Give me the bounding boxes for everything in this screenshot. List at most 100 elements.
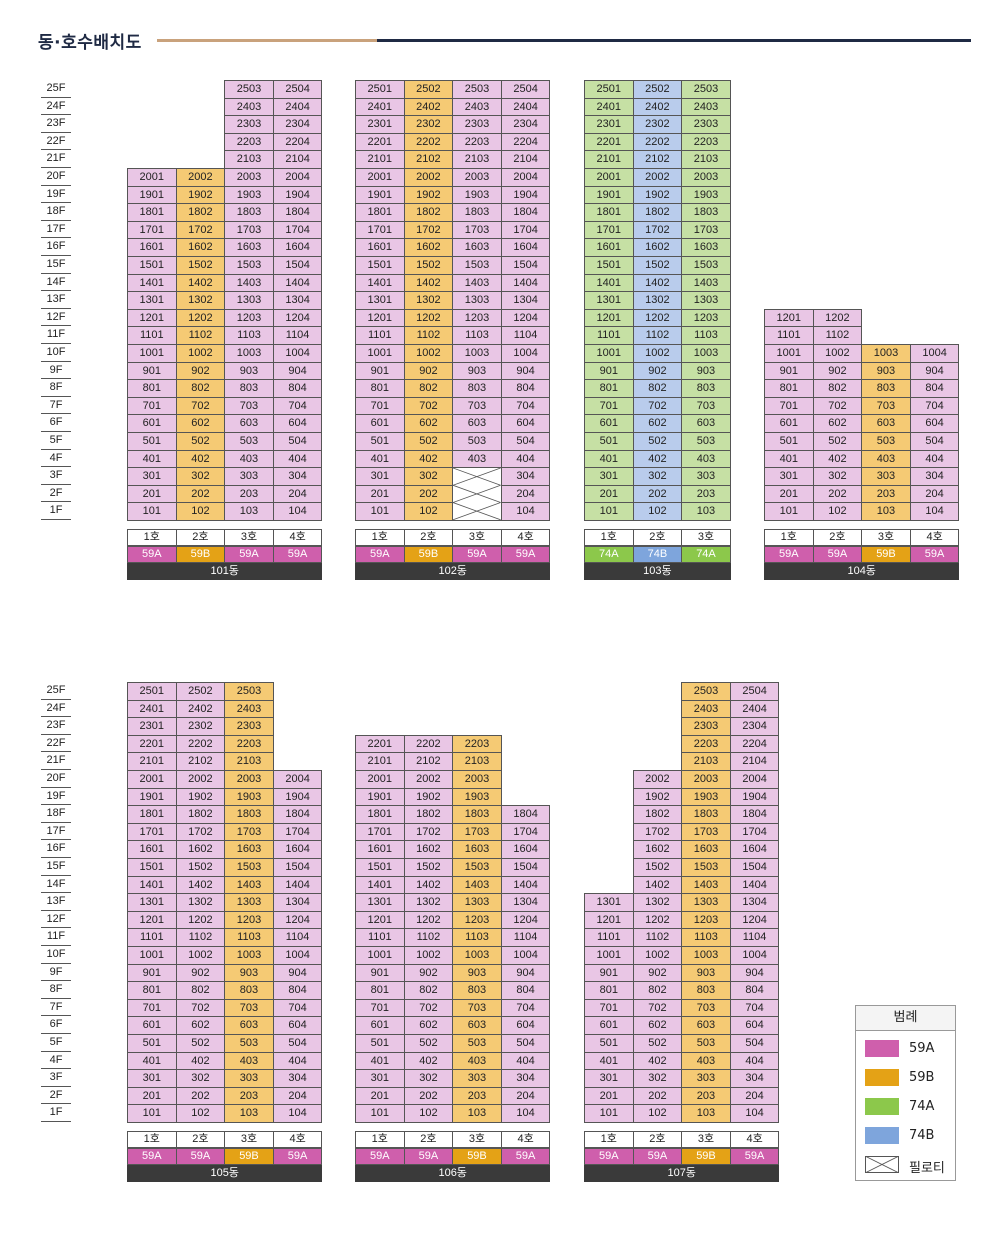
unit-cell[interactable]: 202 — [403, 1086, 454, 1106]
unit-cell[interactable]: 104 — [272, 1104, 323, 1123]
unit-cell[interactable]: 2001 — [355, 168, 405, 187]
unit-cell[interactable]: 102 — [632, 502, 683, 521]
unit-cell[interactable]: 1402 — [175, 875, 226, 895]
unit-cell[interactable]: 1202 — [403, 910, 454, 930]
unit-cell[interactable]: 304 — [272, 1069, 323, 1088]
unit-cell[interactable]: 902 — [403, 361, 454, 381]
unit-cell[interactable]: 2401 — [127, 699, 177, 719]
unit-cell[interactable]: 1301 — [355, 291, 405, 310]
unit-cell[interactable]: 2303 — [452, 115, 502, 134]
unit-cell[interactable]: 1704 — [272, 822, 323, 842]
unit-cell[interactable]: 1802 — [175, 203, 226, 222]
unit-cell[interactable]: 203 — [681, 1086, 731, 1106]
unit-cell[interactable]: 903 — [681, 963, 731, 983]
unit-cell[interactable]: 804 — [729, 981, 780, 1000]
unit-cell[interactable]: 1802 — [632, 203, 683, 222]
unit-cell[interactable]: 2403 — [224, 97, 274, 117]
unit-cell[interactable]: 1902 — [175, 787, 226, 807]
unit-cell[interactable]: 1804 — [272, 805, 323, 824]
unit-cell[interactable]: 704 — [909, 396, 960, 416]
unit-cell[interactable]: 803 — [681, 981, 731, 1000]
unit-cell[interactable]: 2502 — [632, 80, 683, 99]
unit-cell[interactable]: 301 — [764, 467, 814, 486]
unit-cell[interactable]: 1901 — [355, 185, 405, 205]
unit-cell[interactable]: 801 — [355, 379, 405, 398]
unit-cell[interactable]: 2503 — [681, 682, 731, 701]
unit-cell[interactable]: 204 — [909, 484, 960, 504]
unit-cell[interactable]: 304 — [909, 467, 960, 486]
unit-cell[interactable]: 1302 — [175, 893, 226, 912]
unit-cell[interactable]: 1002 — [403, 344, 454, 363]
unit-cell[interactable]: 104 — [909, 502, 960, 521]
unit-cell[interactable]: 1801 — [355, 203, 405, 222]
unit-cell[interactable]: 802 — [175, 379, 226, 398]
unit-cell[interactable]: 801 — [584, 981, 634, 1000]
unit-cell[interactable]: 1304 — [729, 893, 780, 912]
unit-cell[interactable]: 704 — [500, 396, 551, 416]
unit-cell[interactable]: 204 — [272, 484, 323, 504]
unit-cell[interactable]: 602 — [403, 414, 454, 433]
unit-cell[interactable]: 401 — [127, 449, 177, 469]
unit-cell[interactable]: 2101 — [355, 752, 405, 771]
unit-cell[interactable]: 1103 — [224, 928, 274, 947]
unit-cell[interactable]: 1901 — [355, 787, 405, 807]
unit-cell[interactable]: 1902 — [632, 787, 683, 807]
unit-cell[interactable]: 201 — [764, 484, 814, 504]
unit-cell[interactable]: 1701 — [355, 220, 405, 240]
unit-cell[interactable]: 702 — [403, 396, 454, 416]
unit-cell[interactable]: 501 — [355, 432, 405, 451]
unit-cell[interactable]: 1101 — [127, 326, 177, 345]
unit-cell[interactable]: 1302 — [403, 893, 454, 912]
unit-cell[interactable]: 403 — [681, 449, 731, 469]
unit-cell[interactable]: 502 — [632, 1034, 683, 1053]
unit-cell[interactable]: 1004 — [500, 946, 551, 965]
unit-cell[interactable]: 1804 — [500, 203, 551, 222]
unit-cell[interactable]: 1503 — [452, 256, 502, 275]
unit-cell[interactable]: 503 — [681, 432, 731, 451]
unit-cell[interactable]: 102 — [403, 502, 454, 521]
unit-cell[interactable]: 504 — [272, 432, 323, 451]
unit-cell[interactable]: 1902 — [403, 185, 454, 205]
unit-cell[interactable]: 1303 — [681, 893, 731, 912]
unit-cell[interactable]: 2402 — [175, 699, 226, 719]
unit-cell[interactable]: 1004 — [729, 946, 780, 965]
unit-cell[interactable]: 802 — [403, 981, 454, 1000]
unit-cell[interactable]: 1502 — [175, 858, 226, 877]
unit-cell[interactable]: 102 — [403, 1104, 454, 1123]
unit-cell[interactable]: 1603 — [452, 238, 502, 257]
unit-cell[interactable]: 1102 — [632, 326, 683, 345]
unit-cell[interactable]: 401 — [764, 449, 814, 469]
unit-cell[interactable]: 503 — [224, 432, 274, 451]
unit-cell[interactable]: 703 — [681, 998, 731, 1018]
unit-cell[interactable]: 1801 — [355, 805, 405, 824]
unit-cell[interactable]: 2304 — [729, 717, 780, 736]
unit-cell[interactable]: 801 — [127, 981, 177, 1000]
unit-cell[interactable]: 1404 — [500, 273, 551, 293]
unit-cell[interactable]: 103 — [861, 502, 911, 521]
unit-cell[interactable]: 702 — [632, 396, 683, 416]
unit-cell[interactable]: 504 — [500, 1034, 551, 1053]
unit-cell[interactable]: 904 — [909, 361, 960, 381]
unit-cell[interactable]: 2002 — [175, 168, 226, 187]
unit-cell[interactable]: 402 — [812, 449, 863, 469]
unit-cell[interactable]: 1102 — [812, 326, 863, 345]
unit-cell[interactable]: 304 — [729, 1069, 780, 1088]
unit-cell[interactable]: 1301 — [584, 291, 634, 310]
unit-cell[interactable]: 602 — [812, 414, 863, 433]
unit-cell[interactable]: 804 — [272, 981, 323, 1000]
unit-cell[interactable]: 303 — [452, 1069, 502, 1088]
unit-cell[interactable]: 1301 — [127, 291, 177, 310]
unit-cell[interactable]: 102 — [175, 1104, 226, 1123]
unit-cell[interactable]: 301 — [127, 467, 177, 486]
unit-cell[interactable]: 1104 — [272, 326, 323, 345]
unit-cell[interactable]: 1901 — [127, 185, 177, 205]
unit-cell[interactable]: 1404 — [729, 875, 780, 895]
unit-cell[interactable]: 2404 — [500, 97, 551, 117]
unit-cell[interactable]: 1702 — [632, 822, 683, 842]
unit-cell[interactable]: 101 — [355, 1104, 405, 1123]
unit-cell[interactable]: 501 — [127, 1034, 177, 1053]
unit-cell[interactable]: 2504 — [500, 80, 551, 99]
unit-cell[interactable]: 1201 — [764, 308, 814, 328]
unit-cell[interactable]: 302 — [403, 467, 454, 486]
unit-cell[interactable]: 1602 — [632, 840, 683, 859]
